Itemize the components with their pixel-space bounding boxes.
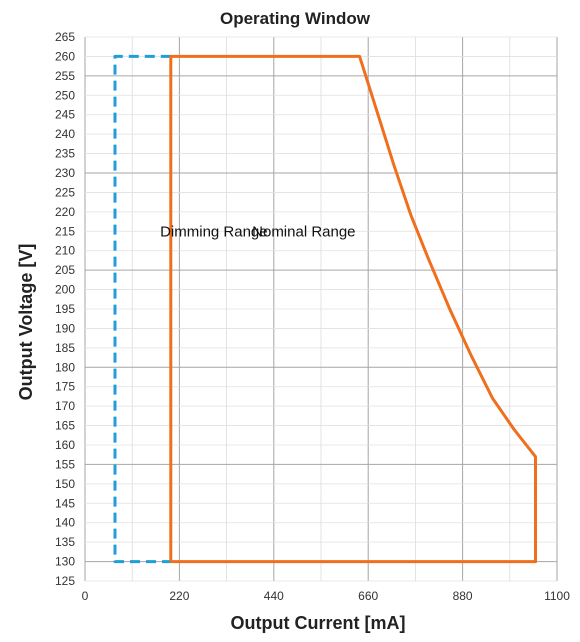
chart-title: Operating Window [220,9,371,28]
y-tick-label: 245 [55,108,75,122]
y-tick-label: 230 [55,166,75,180]
y-tick-label: 155 [55,457,75,471]
y-tick-label: 255 [55,69,75,83]
x-axis-label: Output Current [mA] [231,613,406,633]
y-tick-label: 170 [55,399,75,413]
y-tick-label: 185 [55,341,75,355]
y-tick-label: 225 [55,185,75,199]
y-tick-label: 250 [55,88,75,102]
series-line-nominal [169,54,537,564]
y-tick-label: 165 [55,419,75,433]
x-tick-label: 1100 [544,589,570,603]
y-tick-label: 175 [55,380,75,394]
y-tick-label: 240 [55,127,75,141]
y-tick-label: 150 [55,477,75,491]
y-axis-label: Output Voltage [V] [16,244,36,401]
y-tick-label: 160 [55,438,75,452]
annotation-label: Nominal Range [252,223,355,240]
series-layer [113,54,537,564]
grid [84,36,558,582]
y-tick-label: 190 [55,321,75,335]
y-tick-label: 220 [55,205,75,219]
y-tick-label: 210 [55,244,75,258]
y-axis-ticks: 125 130 135 140 145 150 155 160 165 170 175 180 185 1… [55,30,75,588]
y-tick-label: 130 [55,555,75,569]
annotation-label: Dimming Range [160,223,268,240]
y-tick-label: 205 [55,263,75,277]
series-line-dimming [113,54,171,564]
x-tick-label: 0 [82,589,89,603]
y-tick-label: 125 [55,574,75,588]
x-axis-ticks: 0 220 440 660 880 1100 [82,589,571,603]
y-tick-label: 180 [55,360,75,374]
y-tick-label: 195 [55,302,75,316]
x-tick-label: 220 [169,589,189,603]
y-tick-label: 265 [55,30,75,44]
y-tick-label: 135 [55,535,75,549]
y-tick-label: 200 [55,283,75,297]
x-tick-label: 880 [453,589,473,603]
y-tick-label: 260 [55,49,75,63]
y-tick-label: 140 [55,516,75,530]
x-tick-label: 440 [264,589,284,603]
y-tick-label: 215 [55,224,75,238]
y-tick-label: 235 [55,147,75,161]
x-tick-label: 660 [358,589,378,603]
y-tick-label: 145 [55,496,75,510]
